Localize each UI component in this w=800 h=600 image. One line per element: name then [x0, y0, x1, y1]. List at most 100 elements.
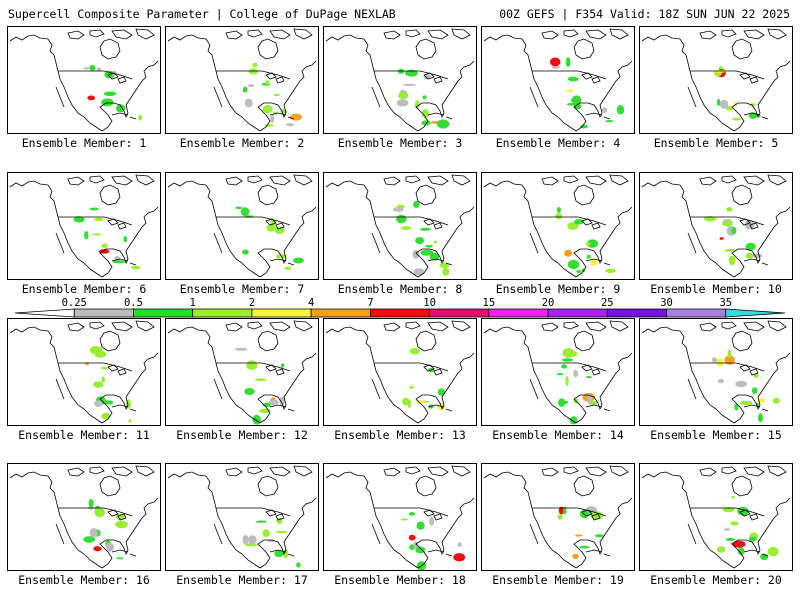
coastline: [591, 513, 601, 521]
coastline: [383, 176, 401, 186]
coastline: [135, 28, 155, 40]
scp-contour-blob: [89, 207, 99, 211]
north-america-map: [483, 465, 633, 569]
scp-contour-blob: [89, 64, 96, 71]
coastline: [573, 184, 595, 206]
scp-contour-blob: [731, 226, 737, 235]
coastline: [216, 70, 291, 80]
scp-contour-blob: [734, 403, 739, 411]
scp-contour-blob: [737, 547, 745, 556]
coastline: [609, 174, 629, 186]
coastline: [585, 175, 607, 186]
north-america-map: [641, 174, 791, 278]
scp-contour-blob: [719, 99, 729, 109]
coastline: [641, 34, 735, 132]
coastline: [541, 467, 559, 477]
coastline: [89, 466, 105, 475]
coastline: [111, 466, 133, 477]
scp-contour-blob: [728, 255, 736, 266]
coastline: [111, 549, 129, 553]
scp-contour-blob: [567, 76, 579, 82]
north-america-map: [325, 28, 475, 132]
coastline: [107, 218, 119, 226]
coastline: [58, 362, 133, 372]
scp-contour-blob: [730, 521, 739, 526]
coastline: [275, 368, 285, 376]
scp-contour-blob: [556, 207, 561, 213]
coastline: [99, 330, 121, 352]
scp-contour-blob: [131, 265, 141, 270]
ensemble-member-map: [7, 318, 161, 426]
coastline: [690, 362, 765, 372]
coastline: [247, 29, 263, 38]
coastline: [117, 513, 127, 521]
scp-contour-blob: [262, 529, 270, 537]
coastline: [573, 330, 595, 352]
scp-contour-blob: [717, 379, 724, 384]
coastline: [427, 321, 449, 332]
scp-contour-blob: [84, 231, 89, 240]
color-scale-tick-label: 35: [719, 297, 733, 309]
color-scale-tick-label: 2: [248, 297, 256, 309]
ensemble-member-map: [481, 318, 635, 426]
coastline: [585, 321, 607, 332]
coastline: [749, 513, 759, 521]
coastline: [483, 326, 577, 424]
ensemble-member-label: Ensemble Member: 7: [179, 282, 305, 296]
coastline: [99, 497, 159, 569]
coastline: [213, 232, 223, 254]
coastline: [573, 497, 633, 569]
coastline: [371, 86, 381, 108]
scp-contour-blob: [246, 360, 258, 370]
coastline: [67, 30, 85, 40]
coastline: [67, 176, 85, 186]
scp-contour-blob: [562, 348, 575, 358]
ensemble-member-map: [323, 318, 477, 426]
coastline: [415, 330, 437, 352]
coastline: [257, 475, 279, 497]
color-scale-tick-label: 7: [367, 297, 374, 309]
scp-contour-blob: [751, 387, 758, 394]
scp-contour-blob: [557, 514, 563, 520]
ensemble-member-label: Ensemble Member: 19: [492, 573, 624, 587]
north-america-map: [9, 465, 159, 569]
scp-contour-blob: [413, 268, 425, 276]
scp-contour-blob: [409, 348, 420, 355]
coastline: [405, 321, 421, 330]
scp-contour-blob: [94, 350, 107, 358]
scp-contour-blob: [244, 543, 258, 547]
scp-contour-blob: [138, 114, 143, 121]
ensemble-member-map: [165, 463, 319, 571]
scp-contour-blob: [103, 400, 114, 405]
ensemble-member-map: [481, 172, 635, 280]
scp-contour-blob: [115, 520, 128, 529]
coastline: [55, 378, 65, 400]
coastline: [374, 70, 449, 80]
ensemble-member-map: [639, 26, 793, 134]
coastline: [603, 116, 611, 120]
coastline: [532, 507, 607, 517]
coastline: [117, 76, 127, 84]
scp-contour-blob: [279, 396, 285, 406]
color-scale-tick-label: 15: [482, 297, 496, 309]
coastline: [111, 404, 129, 408]
scp-contour-blob: [128, 419, 132, 423]
ensemble-member-label: Ensemble Member: 6: [21, 282, 147, 296]
coastline: [743, 175, 765, 186]
coastline: [687, 378, 697, 400]
scp-contour-blob: [735, 380, 748, 388]
scp-contour-blob: [579, 545, 590, 549]
coastline: [573, 206, 633, 278]
ensemble-member-map: [165, 318, 319, 426]
coastline: [731, 184, 753, 206]
scp-contour-blob: [106, 542, 114, 552]
scp-contour-blob: [420, 249, 434, 256]
coastline: [9, 471, 103, 569]
scp-contour-blob: [549, 57, 561, 67]
coastline: [225, 467, 243, 477]
scp-contour-blob: [281, 363, 285, 368]
coastline: [58, 216, 133, 226]
scp-contour-blob: [419, 227, 431, 231]
scp-contour-blob: [235, 206, 243, 209]
coastline: [9, 326, 103, 424]
